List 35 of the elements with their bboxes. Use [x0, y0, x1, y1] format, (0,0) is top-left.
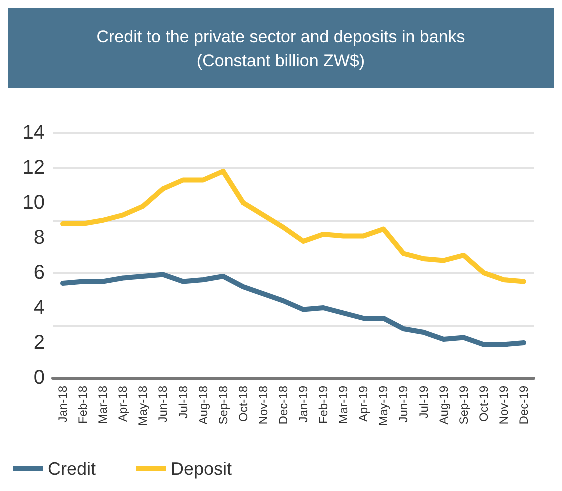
x-tick-label: Jun-18	[156, 386, 170, 423]
y-tick-label: 6	[34, 262, 45, 284]
y-tick-label: 4	[34, 297, 45, 319]
x-tick-label: Mar-19	[336, 386, 351, 424]
x-tick-label: Jul-19	[416, 386, 431, 419]
x-tick-label: Aug-18	[196, 386, 210, 425]
chart-title: Credit to the private sector and deposits in banks (Constant billion ZW$)	[96, 28, 466, 70]
x-tick-label: Sep-19	[456, 386, 471, 425]
x-tick-label: Apr-18	[116, 386, 130, 422]
x-tick-label: Apr-19	[356, 386, 371, 422]
legend-label: Deposit	[171, 459, 232, 479]
x-tick-label: Nov-19	[496, 386, 511, 425]
x-tick-label: Oct-18	[236, 386, 250, 422]
x-tick-label: Feb-18	[76, 386, 90, 424]
x-tick-label: May-19	[376, 386, 391, 426]
x-tick-label: Dec-18	[276, 386, 290, 425]
y-tick-label: 10	[22, 192, 45, 214]
x-tick-label: Nov-18	[256, 386, 270, 425]
x-tick-label: Jun-19	[396, 386, 411, 423]
x-tick-label: Aug-19	[436, 386, 451, 425]
x-tick-label: Jan-19	[296, 386, 311, 423]
y-tick-label: 12	[22, 157, 45, 179]
x-tick-label: Oct-19	[476, 386, 491, 422]
x-tick-label: Feb-19	[316, 386, 331, 424]
x-tick-label: Mar-18	[96, 386, 110, 424]
y-tick-label: 2	[34, 332, 45, 354]
x-tick-label: Sep-18	[216, 386, 230, 425]
y-tick-label: 0	[34, 367, 45, 389]
legend-label: Credit	[48, 459, 96, 479]
y-tick-label: 14	[22, 122, 45, 144]
x-tick-label: Dec-19	[516, 386, 531, 425]
x-tick-label: Jul-18	[176, 386, 190, 419]
x-tick-label: May-18	[136, 386, 150, 426]
x-tick-label: Jan-18	[56, 386, 70, 423]
y-tick-label: 8	[34, 227, 45, 249]
